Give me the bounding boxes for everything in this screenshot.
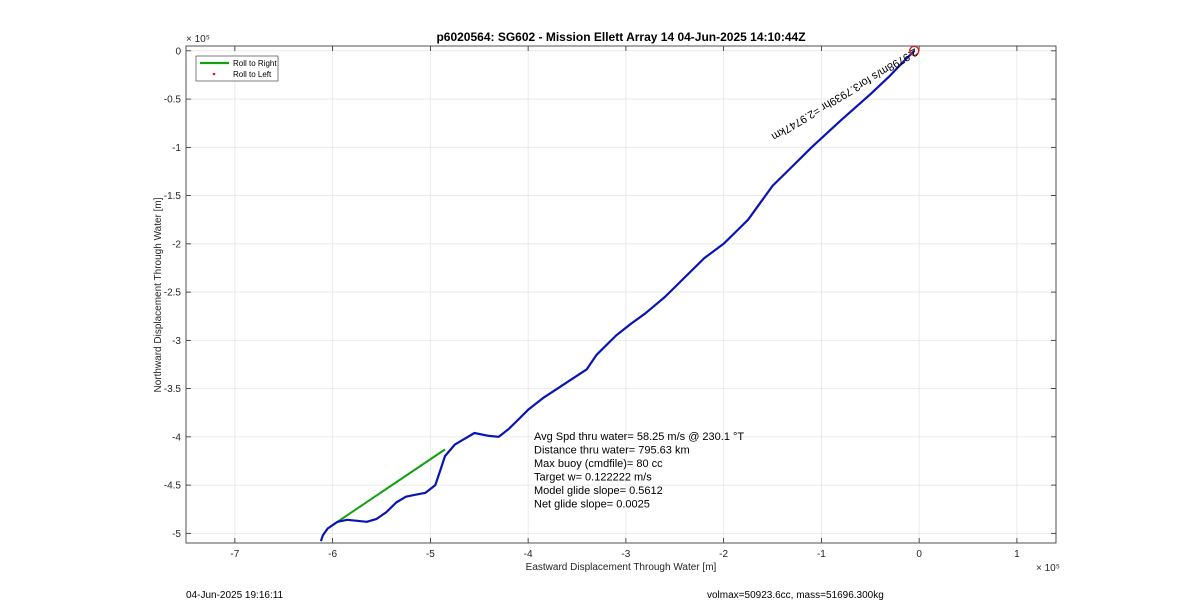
track-line (319, 50, 916, 542)
legend: Roll to Right Roll to Left (195, 55, 279, 82)
plot-area (185, 45, 1057, 544)
x-tick-label: -6 (328, 549, 337, 560)
y-tick-label: -3 (172, 336, 181, 347)
x-tick-label: -5 (426, 549, 435, 560)
start-marker (909, 45, 920, 57)
distance-text: Distance thru water= 795.63 km (534, 445, 690, 457)
x-tick-label: 1 (1014, 549, 1020, 560)
y-tick-label: -4.5 (164, 481, 182, 492)
legend-box (195, 55, 279, 82)
y-tick-label: -4 (172, 432, 181, 443)
x-tick-label: -4 (524, 549, 533, 560)
x-tick-label: -7 (230, 549, 239, 560)
model-glide-slope-text: Model glide slope= 0.5612 (534, 485, 663, 497)
roll-right-line (336, 448, 446, 523)
y-tick-label: -2.5 (164, 288, 182, 299)
y-tick-label: -1.5 (164, 191, 182, 202)
target-w-text: Target w= 0.122222 m/s (534, 472, 652, 484)
y-tick-label: -1 (172, 143, 181, 154)
chart-title: p6020564: SG602 - Mission Ellett Array 1… (436, 30, 805, 44)
y-tick-label: 0 (175, 46, 181, 57)
y-tick-label: -5 (172, 529, 181, 540)
x-exponent-label: × 10⁵ (1036, 563, 1060, 574)
grid (186, 46, 1056, 543)
y-exponent-label: × 10⁵ (186, 34, 210, 45)
footer-timestamp: 04-Jun-2025 19:16:11 (186, 590, 284, 601)
legend-roll-left-swatch (212, 72, 216, 76)
legend-roll-left-label: Roll to Left (233, 70, 272, 79)
max-buoy-text: Max buoy (cmdfile)= 80 cc (534, 458, 663, 470)
x-tick-label: 0 (916, 549, 922, 560)
avg-speed-text: Avg Spd thru water= 58.25 m/s @ 230.1 °T (534, 431, 744, 443)
axis-ticks: -7 -6 -5 -4 -3 -2 -1 0 1 0 -0.5 -1 -1.5 -2 -2.5 -3 -3.5 -… (164, 46, 1056, 560)
series-group (319, 45, 920, 542)
stats-annotation: Avg Spd thru water= 58.25 m/s @ 230.1 °T… (534, 431, 744, 511)
x-tick-label: -3 (621, 549, 630, 560)
y-tick-label: -3.5 (164, 384, 182, 395)
footer-info: volmax=50923.6cc, mass=51696.300kg (707, 590, 884, 601)
net-glide-slope-text: Net glide slope= 0.0025 (534, 499, 650, 511)
x-axis-label: Eastward Displacement Through Water [m] (526, 562, 717, 573)
y-axis-label: Northward Displacement Through Water [m] (153, 197, 164, 392)
legend-roll-right-label: Roll to Right (233, 59, 277, 68)
x-tick-label: -1 (817, 549, 826, 560)
x-tick-label: -2 (719, 549, 728, 560)
y-tick-label: -2 (172, 239, 181, 250)
y-tick-label: -0.5 (164, 95, 182, 106)
